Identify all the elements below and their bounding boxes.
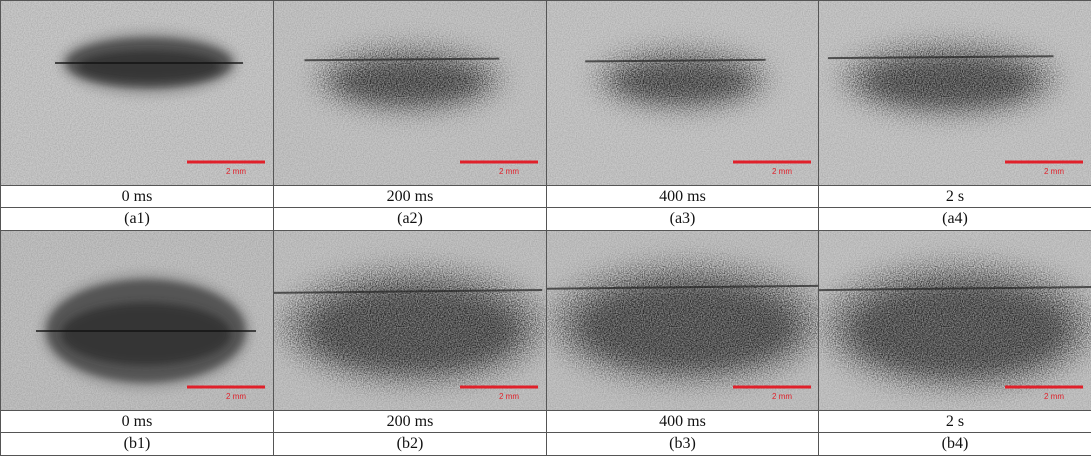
spray [547, 231, 818, 410]
scale-label: 2 mm [1044, 392, 1064, 401]
panel-label: (b3) [546, 432, 819, 456]
image-panel: 2 mm [818, 0, 1091, 186]
image-panel: 2 mm [273, 0, 547, 186]
panel-label: (b4) [818, 432, 1091, 456]
panel-image: 2 mm [274, 231, 546, 410]
spray [274, 1, 546, 185]
scale-label: 2 mm [226, 167, 246, 176]
panel-label: (b2) [273, 432, 547, 456]
spray [274, 231, 546, 410]
panel-image: 2 mm [819, 1, 1091, 185]
streak [547, 284, 818, 290]
panel-label: (a3) [546, 207, 819, 231]
time-caption: 400 ms [546, 185, 819, 208]
scale-label: 2 mm [499, 392, 519, 401]
time-caption: 200 ms [273, 185, 547, 208]
streak [274, 289, 543, 294]
spray-light [274, 1, 546, 185]
streak [819, 286, 1091, 292]
panel-image: 2 mm [547, 231, 818, 410]
image-panel: 2 mm [273, 230, 547, 411]
spray-light [819, 1, 1091, 185]
spray [547, 1, 818, 185]
spray [819, 231, 1091, 410]
panel-label: (a4) [818, 207, 1091, 231]
scale-label: 2 mm [772, 392, 792, 401]
image-panel: 2 mm [818, 230, 1091, 411]
spray-light [547, 1, 818, 185]
spray-light [819, 231, 1091, 410]
scale-label: 2 mm [772, 167, 792, 176]
time-caption: 200 ms [273, 410, 547, 433]
spray-light [274, 231, 546, 410]
panel-label: (a2) [273, 207, 547, 231]
image-panel: 2 mm [546, 0, 819, 186]
panel-image: 2 mm [819, 231, 1091, 410]
panel-image: 2 mm [1, 231, 273, 410]
streak [827, 55, 1054, 60]
time-caption: 0 ms [0, 410, 274, 433]
streak [304, 57, 500, 62]
time-caption: 0 ms [0, 185, 274, 208]
image-panel: 2 mm [546, 230, 819, 411]
streak [585, 58, 766, 63]
spray-inner [77, 50, 221, 82]
time-caption: 2 s [818, 185, 1091, 208]
spray [819, 1, 1091, 185]
time-caption: 2 s [818, 410, 1091, 433]
panel-image: 2 mm [1, 1, 273, 185]
scale-label: 2 mm [1044, 167, 1064, 176]
scale-label: 2 mm [226, 392, 246, 401]
image-panel: 2 mm [0, 230, 274, 411]
image-panel: 2 mm [0, 0, 274, 186]
spray-inner [61, 302, 231, 366]
time-caption: 400 ms [546, 410, 819, 433]
panel-image: 2 mm [274, 1, 546, 185]
scale-label: 2 mm [499, 167, 519, 176]
panel-label: (a1) [0, 207, 274, 231]
panel-image: 2 mm [547, 1, 818, 185]
spray-light [547, 231, 818, 410]
panel-label: (b1) [0, 432, 274, 456]
